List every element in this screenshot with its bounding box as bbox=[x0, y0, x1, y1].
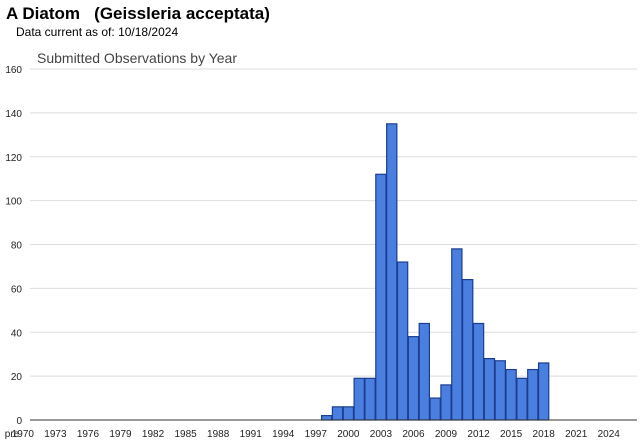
y-axis-ticks: 0 20 40 60 80 100 120 140 160 bbox=[5, 65, 22, 427]
y-tick-label: 80 bbox=[11, 241, 23, 252]
bar-2010 bbox=[451, 248, 463, 421]
grid-lines bbox=[30, 68, 637, 377]
x-tick-label: 1973 bbox=[44, 429, 67, 440]
y-tick-label: 0 bbox=[16, 416, 22, 427]
x-tick-label: 2024 bbox=[598, 429, 621, 440]
y-tick-label: 20 bbox=[11, 372, 23, 383]
y-tick-label: 100 bbox=[5, 197, 22, 208]
x-tick-label: 2000 bbox=[337, 429, 360, 440]
x-tick-label: 2021 bbox=[565, 429, 588, 440]
bar-2000 bbox=[342, 406, 355, 421]
y-tick-label: 40 bbox=[11, 328, 23, 339]
x-tick-label: 2009 bbox=[435, 429, 458, 440]
data-current-line: Data current as of: 10/18/2024 bbox=[16, 25, 178, 39]
data-current-label: Data current as of: bbox=[16, 25, 115, 39]
species-title: A Diatom (Geissleria acceptata) bbox=[6, 4, 270, 23]
x-tick-label: 1997 bbox=[305, 429, 328, 440]
y-tick-label: 120 bbox=[5, 153, 22, 164]
bar-2002 bbox=[364, 377, 376, 421]
bar-2006 bbox=[407, 336, 420, 421]
bar-2015 bbox=[505, 368, 517, 421]
bar-2001 bbox=[353, 377, 365, 421]
bars bbox=[320, 123, 550, 421]
data-current-date: 10/18/2024 bbox=[118, 25, 179, 39]
bar-1998 bbox=[320, 415, 333, 421]
y-tick-label: 140 bbox=[5, 109, 22, 120]
bar-2017 bbox=[527, 368, 539, 421]
x-tick-label: 1994 bbox=[272, 429, 295, 440]
bar-2011 bbox=[462, 279, 474, 421]
y-tick-label: 160 bbox=[5, 65, 22, 76]
chart-title: Submitted Observations by Year bbox=[37, 50, 238, 66]
bar-2016 bbox=[516, 377, 528, 421]
bar-2012 bbox=[472, 322, 485, 421]
x-tick-label: 1979 bbox=[109, 429, 132, 440]
x-tick-label: 2006 bbox=[402, 429, 425, 440]
x-tick-label: 1982 bbox=[142, 429, 165, 440]
x-tick-label: 1991 bbox=[240, 429, 263, 440]
bar-2003 bbox=[375, 173, 387, 421]
bar-1999 bbox=[331, 406, 344, 421]
y-tick-label: 60 bbox=[11, 284, 23, 295]
x-tick-label: 1976 bbox=[77, 429, 100, 440]
bar-2004 bbox=[386, 123, 398, 421]
x-tick-label: 1985 bbox=[174, 429, 197, 440]
bar-2007 bbox=[418, 322, 431, 421]
bar-2014 bbox=[494, 360, 506, 421]
bar-2013 bbox=[483, 357, 496, 421]
x-tick-label: 1970 bbox=[12, 429, 35, 440]
x-tick-label: 2012 bbox=[467, 429, 490, 440]
bar-2018 bbox=[537, 362, 550, 421]
bar-2005 bbox=[396, 261, 409, 421]
x-tick-label: 1988 bbox=[207, 429, 230, 440]
x-tick-label: 2003 bbox=[370, 429, 393, 440]
x-tick-label: pre bbox=[5, 429, 20, 440]
x-tick-label: 2018 bbox=[533, 429, 556, 440]
bar-2008 bbox=[429, 397, 441, 421]
bar-2009 bbox=[440, 384, 452, 421]
x-tick-label: 2015 bbox=[500, 429, 523, 440]
